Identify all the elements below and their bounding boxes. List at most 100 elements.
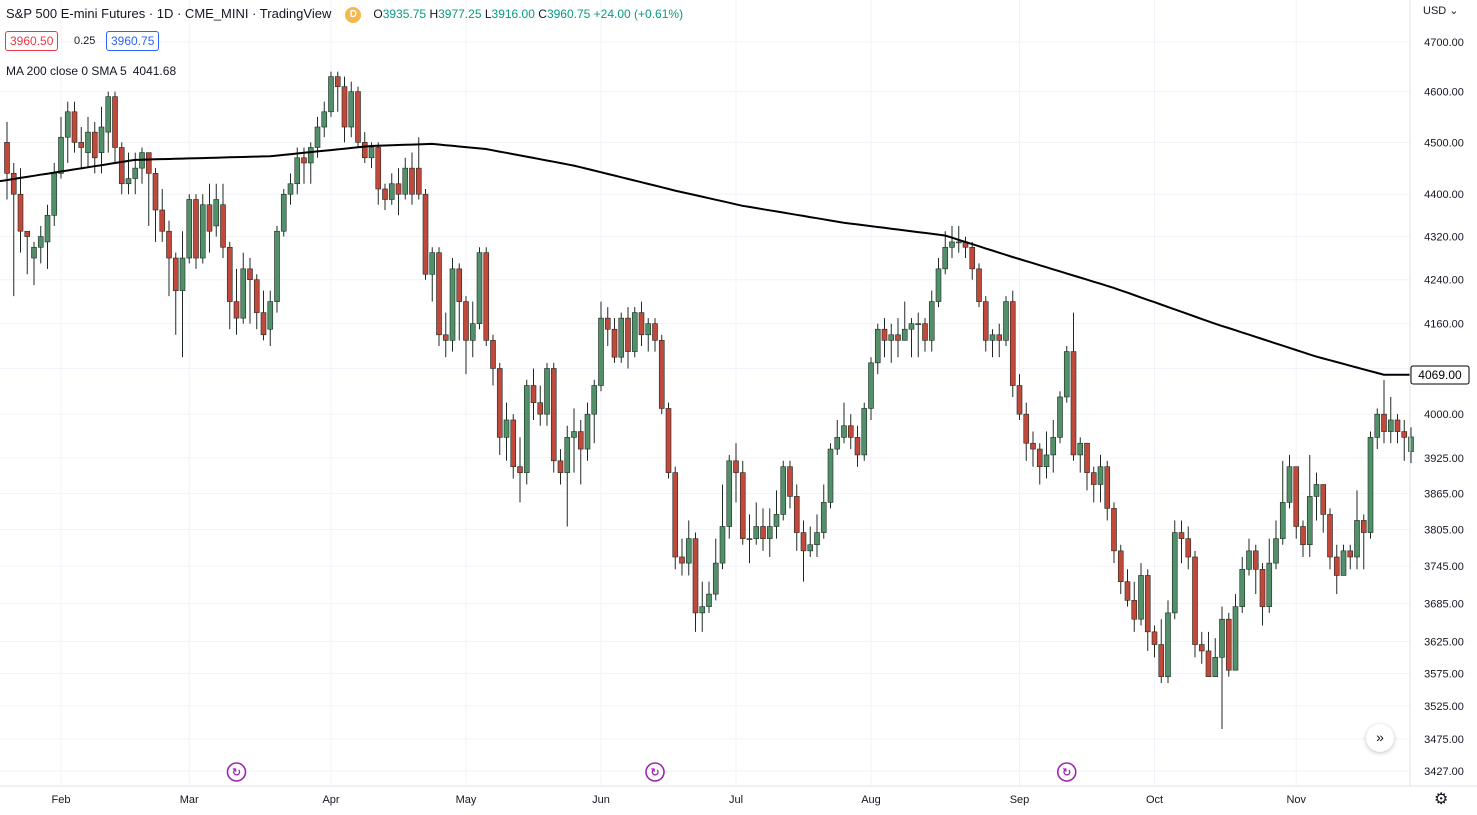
delayed-data-icon[interactable]: D bbox=[345, 7, 362, 23]
candle bbox=[1104, 460, 1111, 521]
candle bbox=[706, 581, 712, 613]
candle bbox=[564, 425, 571, 527]
candle-body bbox=[442, 334, 449, 341]
candle bbox=[773, 490, 780, 539]
candle bbox=[1347, 544, 1354, 570]
candle-body bbox=[1387, 419, 1394, 432]
candle-body bbox=[537, 402, 544, 415]
candle bbox=[881, 318, 888, 358]
candle-body bbox=[274, 230, 280, 302]
candle-body bbox=[1016, 385, 1023, 415]
candle-body bbox=[1111, 508, 1117, 552]
candle bbox=[1063, 345, 1070, 403]
candle-body bbox=[402, 167, 409, 195]
candle bbox=[868, 357, 874, 420]
candle-body bbox=[463, 301, 469, 341]
ma-indicator-value: 4041.68 bbox=[132, 64, 177, 78]
candle bbox=[1279, 460, 1286, 545]
candle bbox=[280, 188, 287, 237]
candle-body bbox=[1070, 351, 1077, 456]
candle-body bbox=[1293, 466, 1300, 527]
candle-body bbox=[557, 460, 564, 473]
candle bbox=[496, 362, 503, 455]
price-tick-label: 3805.00 bbox=[1424, 525, 1464, 537]
candle-body bbox=[1219, 618, 1225, 658]
candle bbox=[631, 307, 638, 358]
candle bbox=[604, 307, 611, 346]
candle bbox=[827, 443, 834, 509]
candle-body bbox=[611, 328, 618, 358]
candle-body bbox=[1367, 437, 1374, 533]
candle bbox=[193, 194, 199, 269]
candle bbox=[1327, 508, 1333, 570]
currency-selector[interactable]: USD ⌄ bbox=[1423, 4, 1459, 17]
scroll-to-realtime-button[interactable]: » bbox=[1366, 724, 1394, 752]
candle bbox=[901, 301, 908, 341]
candle bbox=[1259, 563, 1266, 626]
candle-body bbox=[1158, 644, 1165, 677]
candle bbox=[1333, 544, 1340, 595]
candle bbox=[989, 329, 996, 358]
dividend-markers[interactable]: ↻ ↻ ↻ bbox=[226, 762, 1077, 782]
candle-body bbox=[1198, 644, 1205, 652]
candle bbox=[814, 514, 820, 557]
candle bbox=[1138, 563, 1144, 626]
candle bbox=[760, 508, 766, 551]
candle-body bbox=[793, 496, 800, 533]
candle-body bbox=[287, 183, 294, 195]
candle-body bbox=[922, 323, 928, 341]
buy-price-button[interactable]: 3960.75 bbox=[106, 31, 160, 51]
candle bbox=[382, 183, 388, 211]
candle bbox=[1117, 544, 1124, 595]
time-tick-label: Nov bbox=[1286, 794, 1306, 806]
candle bbox=[685, 520, 692, 576]
candle-body bbox=[260, 312, 267, 336]
candle-body bbox=[186, 199, 193, 259]
candle-body bbox=[301, 157, 307, 164]
candle-body bbox=[1279, 502, 1286, 539]
candle-body bbox=[550, 368, 557, 462]
double-chevron-right-icon: » bbox=[1376, 729, 1384, 745]
candle-body bbox=[78, 142, 85, 148]
candle-body bbox=[874, 328, 881, 364]
candle-body bbox=[267, 301, 274, 330]
candle-body bbox=[598, 317, 604, 386]
candle-body bbox=[483, 252, 490, 341]
candle bbox=[854, 425, 861, 467]
candle-body bbox=[307, 147, 314, 164]
ma-last-value-label: 4069.00 bbox=[1410, 365, 1470, 385]
candle-body bbox=[1003, 301, 1009, 341]
candle-body bbox=[1165, 612, 1171, 677]
candle-body bbox=[584, 413, 591, 450]
candle bbox=[807, 526, 814, 557]
candle bbox=[1003, 296, 1009, 346]
candle bbox=[1050, 419, 1057, 473]
candle bbox=[112, 91, 118, 163]
candle bbox=[719, 484, 726, 570]
candle bbox=[1354, 490, 1360, 570]
ma-indicator-legend[interactable]: MA 200 close 0 SMA 5 4041.68 bbox=[6, 64, 176, 78]
candle-body bbox=[240, 268, 247, 319]
candle bbox=[179, 231, 186, 358]
candle bbox=[996, 323, 1003, 358]
symbol-title[interactable]: S&P 500 E-mini Futures · 1D · CME_MINI ·… bbox=[6, 6, 332, 21]
candle-body bbox=[928, 301, 935, 341]
candle-body bbox=[1313, 484, 1320, 497]
price-tick-label: 3685.00 bbox=[1424, 598, 1464, 610]
candle-body bbox=[1205, 650, 1212, 677]
gear-icon[interactable]: ⚙ bbox=[1434, 791, 1449, 808]
candle-body bbox=[1151, 631, 1158, 645]
candle-body bbox=[935, 268, 942, 302]
time-axis[interactable]: Feb Mar Apr May Jun Jul Aug Sep Oct Nov bbox=[52, 794, 1307, 806]
price-axis[interactable]: 3427.00 3475.00 3525.00 3575.00 3625.00 3685.… bbox=[1424, 37, 1464, 778]
sell-price-button[interactable]: 3960.50 bbox=[5, 31, 59, 51]
candle-body bbox=[604, 317, 611, 330]
candle bbox=[1178, 520, 1185, 564]
symbol-legend: S&P 500 E-mini Futures · 1D · CME_MINI ·… bbox=[6, 6, 683, 23]
candle bbox=[341, 76, 348, 143]
candle-body bbox=[469, 323, 476, 341]
candle-body bbox=[591, 385, 598, 415]
time-tick-label: Oct bbox=[1146, 794, 1163, 806]
candle bbox=[591, 379, 598, 444]
